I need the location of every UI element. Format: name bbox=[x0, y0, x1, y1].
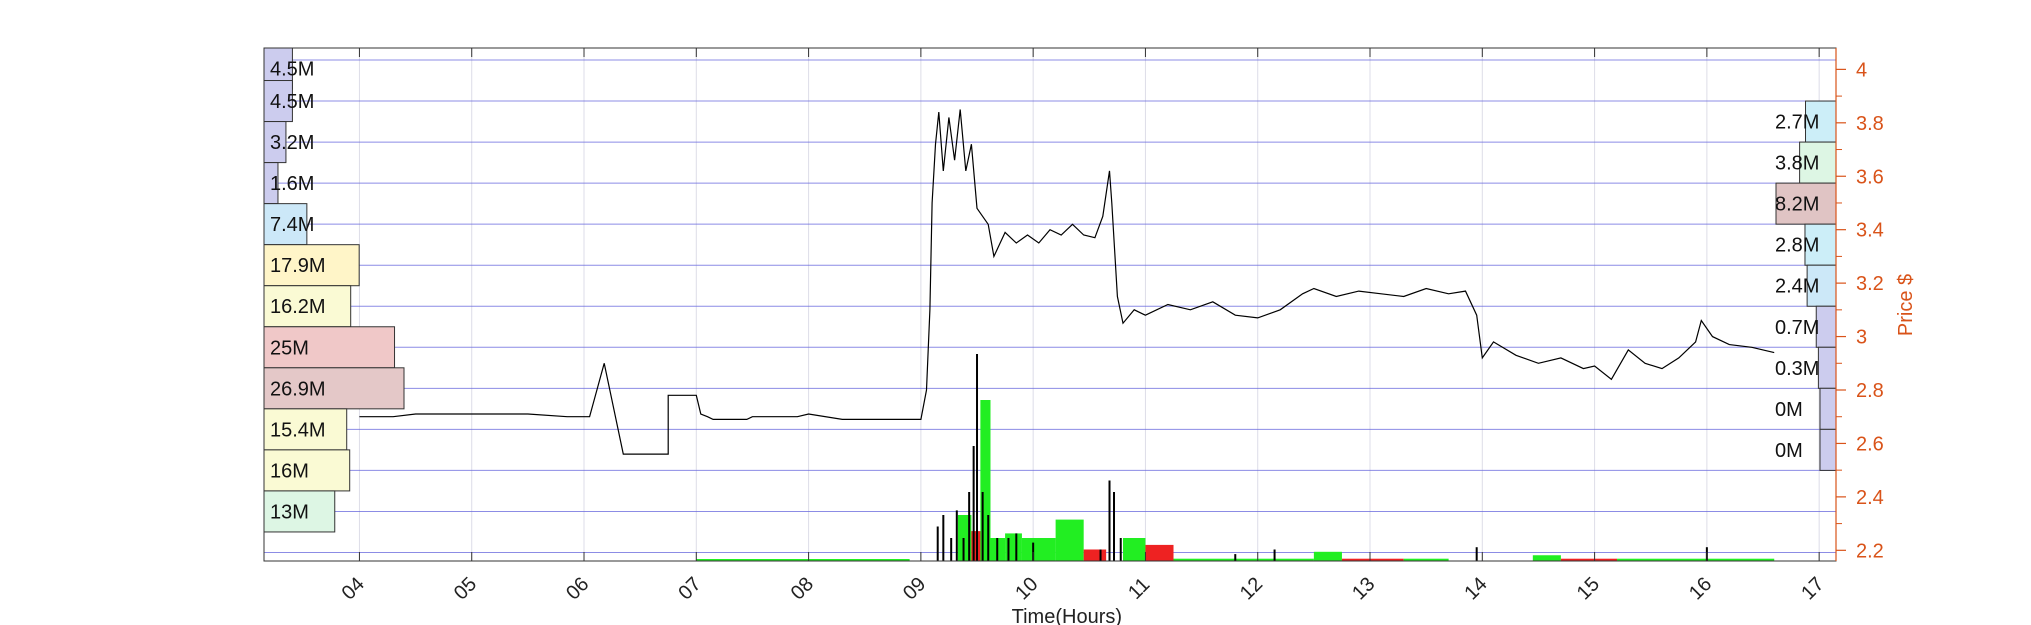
right-profile-label: 2.4M bbox=[1775, 276, 1819, 298]
y-axis-label: Price $ bbox=[1895, 274, 1917, 336]
volume-bar bbox=[696, 559, 910, 561]
right-profile-label: 2.7M bbox=[1775, 112, 1819, 134]
left-profile-label: 4.5M bbox=[270, 59, 314, 81]
volume-bars bbox=[696, 354, 1775, 561]
left-volume-profile: 4.5M 4.5M 3.2M 1.6M 7.4M 17.9M 16.2M 25M 26.9M 15… bbox=[263, 47, 405, 533]
left-profile-bar bbox=[263, 449, 351, 492]
left-profile-label: 7.4M bbox=[270, 214, 314, 236]
x-tick-label: 15 bbox=[1573, 573, 1604, 604]
right-profile-bar bbox=[1817, 346, 1837, 389]
right-profile-label: 3.8M bbox=[1775, 153, 1819, 175]
left-profile-label: 1.6M bbox=[270, 173, 314, 195]
right-profile-label: 8.2M bbox=[1775, 194, 1819, 216]
volume-bar bbox=[1055, 519, 1084, 561]
left-profile-bar bbox=[263, 244, 360, 287]
price-line bbox=[359, 109, 1775, 455]
right-y-axis-ticks: 2.2 2.4 2.6 2.8 3 3.2 3.4 3.6 3.8 4 bbox=[1835, 48, 1884, 562]
right-profile-bar bbox=[1805, 100, 1837, 143]
volume-bar bbox=[1021, 538, 1056, 561]
volume-bar bbox=[1617, 558, 1775, 561]
y-tick-label: 2.8 bbox=[1856, 380, 1884, 402]
x-tick-label: 07 bbox=[674, 573, 705, 604]
left-profile-label: 17.9M bbox=[270, 255, 326, 277]
y-tick-label: 3.8 bbox=[1856, 113, 1884, 135]
x-tick-label: 06 bbox=[562, 573, 593, 604]
y-tick-label: 4 bbox=[1856, 59, 1867, 81]
right-profile-label: 0.3M bbox=[1775, 358, 1819, 380]
volume-bar bbox=[1313, 551, 1342, 561]
right-profile-bar bbox=[1775, 182, 1837, 225]
left-profile-label: 4.5M bbox=[270, 91, 314, 113]
x-tick-label: 08 bbox=[787, 573, 818, 604]
x-tick-label: 13 bbox=[1348, 573, 1379, 604]
left-profile-label: 16M bbox=[270, 460, 309, 482]
y-tick-label: 2.4 bbox=[1856, 487, 1884, 509]
right-profile-label: 2.8M bbox=[1775, 235, 1819, 257]
volume-bar bbox=[980, 400, 991, 561]
left-profile-bar bbox=[263, 285, 352, 328]
x-tick-label: 12 bbox=[1236, 573, 1267, 604]
volume-bar bbox=[1083, 549, 1107, 561]
x-tick-label: 16 bbox=[1685, 573, 1716, 604]
y-tick-label: 3 bbox=[1856, 327, 1867, 349]
left-profile-bar bbox=[263, 367, 405, 410]
right-profile-label: 0M bbox=[1775, 399, 1803, 421]
x-tick-label: 04 bbox=[338, 573, 369, 604]
x-tick-label: 10 bbox=[1011, 573, 1042, 604]
left-profile-label: 13M bbox=[270, 501, 309, 523]
left-profile-label: 26.9M bbox=[270, 378, 326, 400]
volume-bar bbox=[1122, 538, 1146, 561]
x-axis-label: Time(Hours) bbox=[1012, 606, 1122, 625]
x-tick-label: 11 bbox=[1124, 574, 1154, 604]
right-profile-label: 0.7M bbox=[1775, 317, 1819, 339]
y-tick-label: 3.6 bbox=[1856, 166, 1884, 188]
left-profile-label: 15.4M bbox=[270, 419, 326, 441]
volume-bar bbox=[957, 515, 972, 561]
right-profile-bar bbox=[1819, 387, 1837, 430]
volume-bar bbox=[1560, 558, 1618, 561]
volume-bar bbox=[1532, 555, 1561, 561]
right-profile-label: 0M bbox=[1775, 440, 1803, 462]
volume-bar bbox=[1173, 558, 1314, 561]
volume-bar bbox=[1403, 558, 1449, 561]
left-profile-bar bbox=[263, 490, 336, 533]
volume-bar bbox=[1341, 558, 1404, 561]
left-profile-bar bbox=[263, 80, 293, 123]
horizontal-grid bbox=[264, 59, 1836, 553]
y-tick-label: 2.6 bbox=[1856, 433, 1884, 455]
y-tick-label: 2.2 bbox=[1856, 540, 1884, 562]
volume-bar bbox=[1145, 544, 1174, 561]
left-profile-bar bbox=[263, 408, 348, 451]
left-profile-label: 3.2M bbox=[270, 132, 314, 154]
y-tick-label: 3.2 bbox=[1856, 273, 1884, 295]
x-tick-label: 05 bbox=[450, 573, 481, 604]
y-tick-label: 3.4 bbox=[1856, 220, 1884, 242]
x-tick-label: 14 bbox=[1460, 573, 1491, 604]
right-profile-bar bbox=[1819, 428, 1837, 471]
x-tick-label: 17 bbox=[1797, 573, 1828, 604]
left-profile-label: 16.2M bbox=[270, 296, 326, 318]
x-tick-label: 09 bbox=[899, 573, 930, 604]
vertical-grid bbox=[358, 48, 1820, 561]
left-profile-bar bbox=[263, 326, 396, 369]
left-profile-label: 25M bbox=[270, 337, 309, 359]
right-volume-profile: 2.7M 3.8M 8.2M 2.8M 2.4M 0.7M 0.3M 0M 0M bbox=[1775, 100, 1837, 471]
plot-frame bbox=[263, 47, 1837, 562]
